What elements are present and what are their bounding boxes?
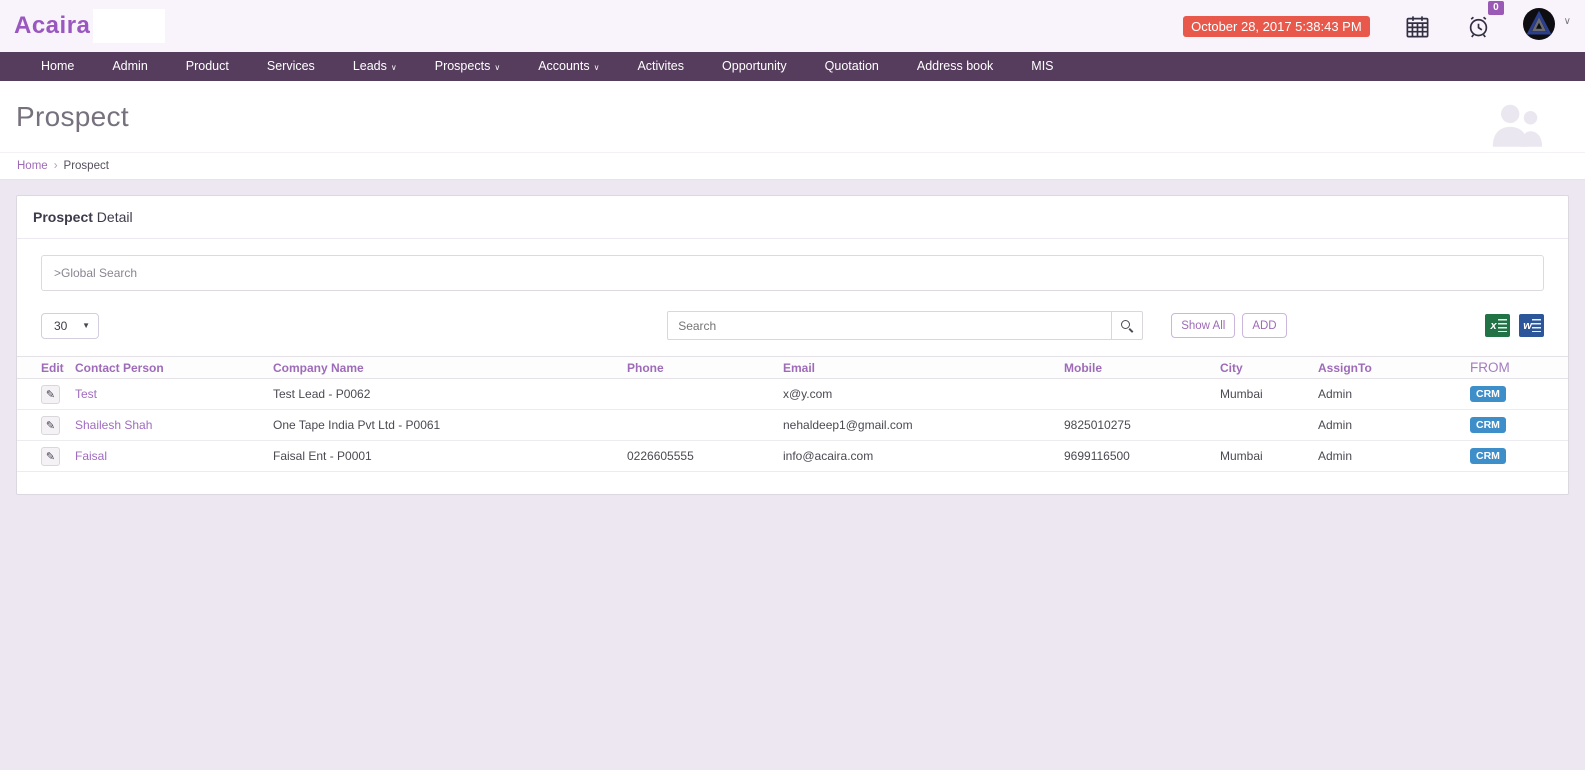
topbar-actions: October 28, 2017 5:38:43 PM 0 (1183, 0, 1571, 46)
company-name-cell: Test Lead - P0062 (273, 387, 371, 401)
table-header-row: Edit Contact Person Company Name Phone E… (17, 356, 1568, 379)
nav-item-prospects[interactable]: Prospects ∨ (434, 59, 501, 73)
avatar[interactable] (1522, 7, 1556, 46)
main-content: Prospect Detail >Global Search 30 ▼ Show… (0, 180, 1585, 510)
company-name-cell: One Tape India Pvt Ltd - P0061 (273, 418, 441, 432)
mobile-cell: 9825010275 (1064, 418, 1131, 432)
edit-button[interactable]: ✎ (41, 446, 60, 466)
table-search (667, 311, 1144, 340)
assignto-cell: Admin (1318, 449, 1353, 463)
nav-item-activites[interactable]: Activites (637, 59, 685, 73)
edit-button[interactable]: ✎ (41, 415, 60, 435)
brand-logo-text[interactable]: Acaira (14, 12, 91, 39)
notification-count-badge: 0 (1488, 0, 1504, 15)
table-row: ✎ Faisal Faisal Ent - P0001 0226605555 i… (17, 441, 1568, 472)
col-header-company-name: Company Name (273, 360, 364, 375)
nav-item-leads[interactable]: Leads ∨ (352, 59, 397, 73)
col-header-city: City (1220, 360, 1243, 375)
calendar-icon[interactable] (1404, 13, 1431, 40)
company-name-cell: Faisal Ent - P0001 (273, 449, 372, 463)
pencil-icon: ✎ (45, 388, 56, 401)
nav-item-address-book[interactable]: Address book (916, 59, 994, 73)
alarm-clock-icon[interactable]: 0 (1465, 0, 1504, 40)
select-arrow-icon: ▼ (82, 321, 90, 330)
mobile-cell: 9699116500 (1064, 449, 1130, 463)
brand-logo-image-placeholder (93, 9, 166, 43)
export-buttons: x w (1476, 314, 1544, 337)
page-title: Prospect (16, 100, 129, 132)
contact-person-link[interactable]: Faisal (75, 449, 108, 463)
nav-item-product[interactable]: Product (185, 59, 229, 73)
page-size-select[interactable]: 30 ▼ (41, 312, 99, 339)
col-header-mobile: Mobile (1064, 360, 1102, 375)
from-badge: CRM (1470, 417, 1506, 433)
user-menu[interactable]: ∨ (1522, 7, 1571, 46)
pencil-icon: ✎ (45, 419, 56, 432)
prospect-table: Edit Contact Person Company Name Phone E… (17, 356, 1568, 472)
datetime-badge: October 28, 2017 5:38:43 PM (1183, 15, 1370, 37)
city-cell: Mumbai (1220, 387, 1263, 401)
email-cell: nehaldeep1@gmail.com (783, 418, 913, 432)
global-search-toggle[interactable]: >Global Search (41, 255, 1544, 291)
caret-down-icon: ∨ (494, 63, 501, 72)
breadcrumb-separator-icon: › (53, 160, 58, 172)
email-cell: info@acaira.com (783, 449, 874, 463)
col-header-from: FROM (1470, 360, 1510, 375)
main-navbar: Home Admin Product Services Leads ∨ Prosp… (0, 52, 1585, 81)
email-cell: x@y.com (783, 387, 833, 401)
edit-button[interactable]: ✎ (41, 384, 60, 404)
nav-item-mis[interactable]: MIS (1031, 59, 1054, 73)
table-controls: 30 ▼ Show All ADD x w (41, 311, 1544, 340)
col-header-assignto: AssignTo (1318, 360, 1372, 375)
show-all-button[interactable]: Show All (1171, 313, 1236, 338)
card-title: Prospect Detail (17, 196, 1568, 239)
nav-item-admin[interactable]: Admin (112, 59, 148, 73)
page-header: Prospect (0, 81, 1585, 152)
city-cell: Mumbai (1220, 449, 1263, 463)
breadcrumb-home-link[interactable]: Home (17, 160, 48, 172)
nav-item-accounts[interactable]: Accounts ∨ (538, 59, 600, 73)
contact-person-link[interactable]: Shailesh Shah (75, 418, 153, 432)
assignto-cell: Admin (1318, 418, 1353, 432)
phone-cell: 0226605555 (627, 449, 694, 463)
breadcrumb-current: Prospect (63, 160, 109, 172)
col-header-contact-person: Contact Person (75, 360, 164, 375)
contact-person-link[interactable]: Test (75, 387, 98, 401)
table-row: ✎ Test Test Lead - P0062 x@y.com Mumbai … (17, 379, 1568, 410)
people-icon (1487, 103, 1545, 152)
col-header-edit: Edit (41, 360, 64, 375)
from-badge: CRM (1470, 386, 1506, 402)
col-header-phone: Phone (627, 360, 664, 375)
export-excel-icon[interactable]: x (1485, 314, 1510, 337)
caret-down-icon: ∨ (390, 63, 397, 72)
breadcrumb: Home › Prospect (0, 152, 1585, 180)
topbar: Acaira October 28, 2017 5:38:43 PM 0 (0, 0, 1585, 52)
search-input[interactable] (668, 312, 1112, 339)
nav-item-opportunity[interactable]: Opportunity (722, 59, 787, 73)
from-badge: CRM (1470, 448, 1506, 464)
pencil-icon: ✎ (45, 450, 56, 463)
nav-item-home[interactable]: Home (41, 59, 75, 73)
prospect-detail-card: Prospect Detail >Global Search 30 ▼ Show… (16, 195, 1569, 495)
search-icon (1120, 319, 1134, 333)
assignto-cell: Admin (1318, 387, 1353, 401)
col-header-email: Email (783, 360, 816, 375)
search-button[interactable] (1111, 312, 1142, 339)
nav-item-quotation[interactable]: Quotation (824, 59, 879, 73)
export-word-icon[interactable]: w (1519, 314, 1544, 337)
nav-item-services[interactable]: Services (266, 59, 315, 73)
caret-down-icon: ∨ (593, 63, 600, 72)
chevron-down-icon[interactable]: ∨ (1563, 15, 1571, 27)
table-row: ✎ Shailesh Shah One Tape India Pvt Ltd -… (17, 410, 1568, 441)
add-button[interactable]: ADD (1242, 313, 1287, 338)
